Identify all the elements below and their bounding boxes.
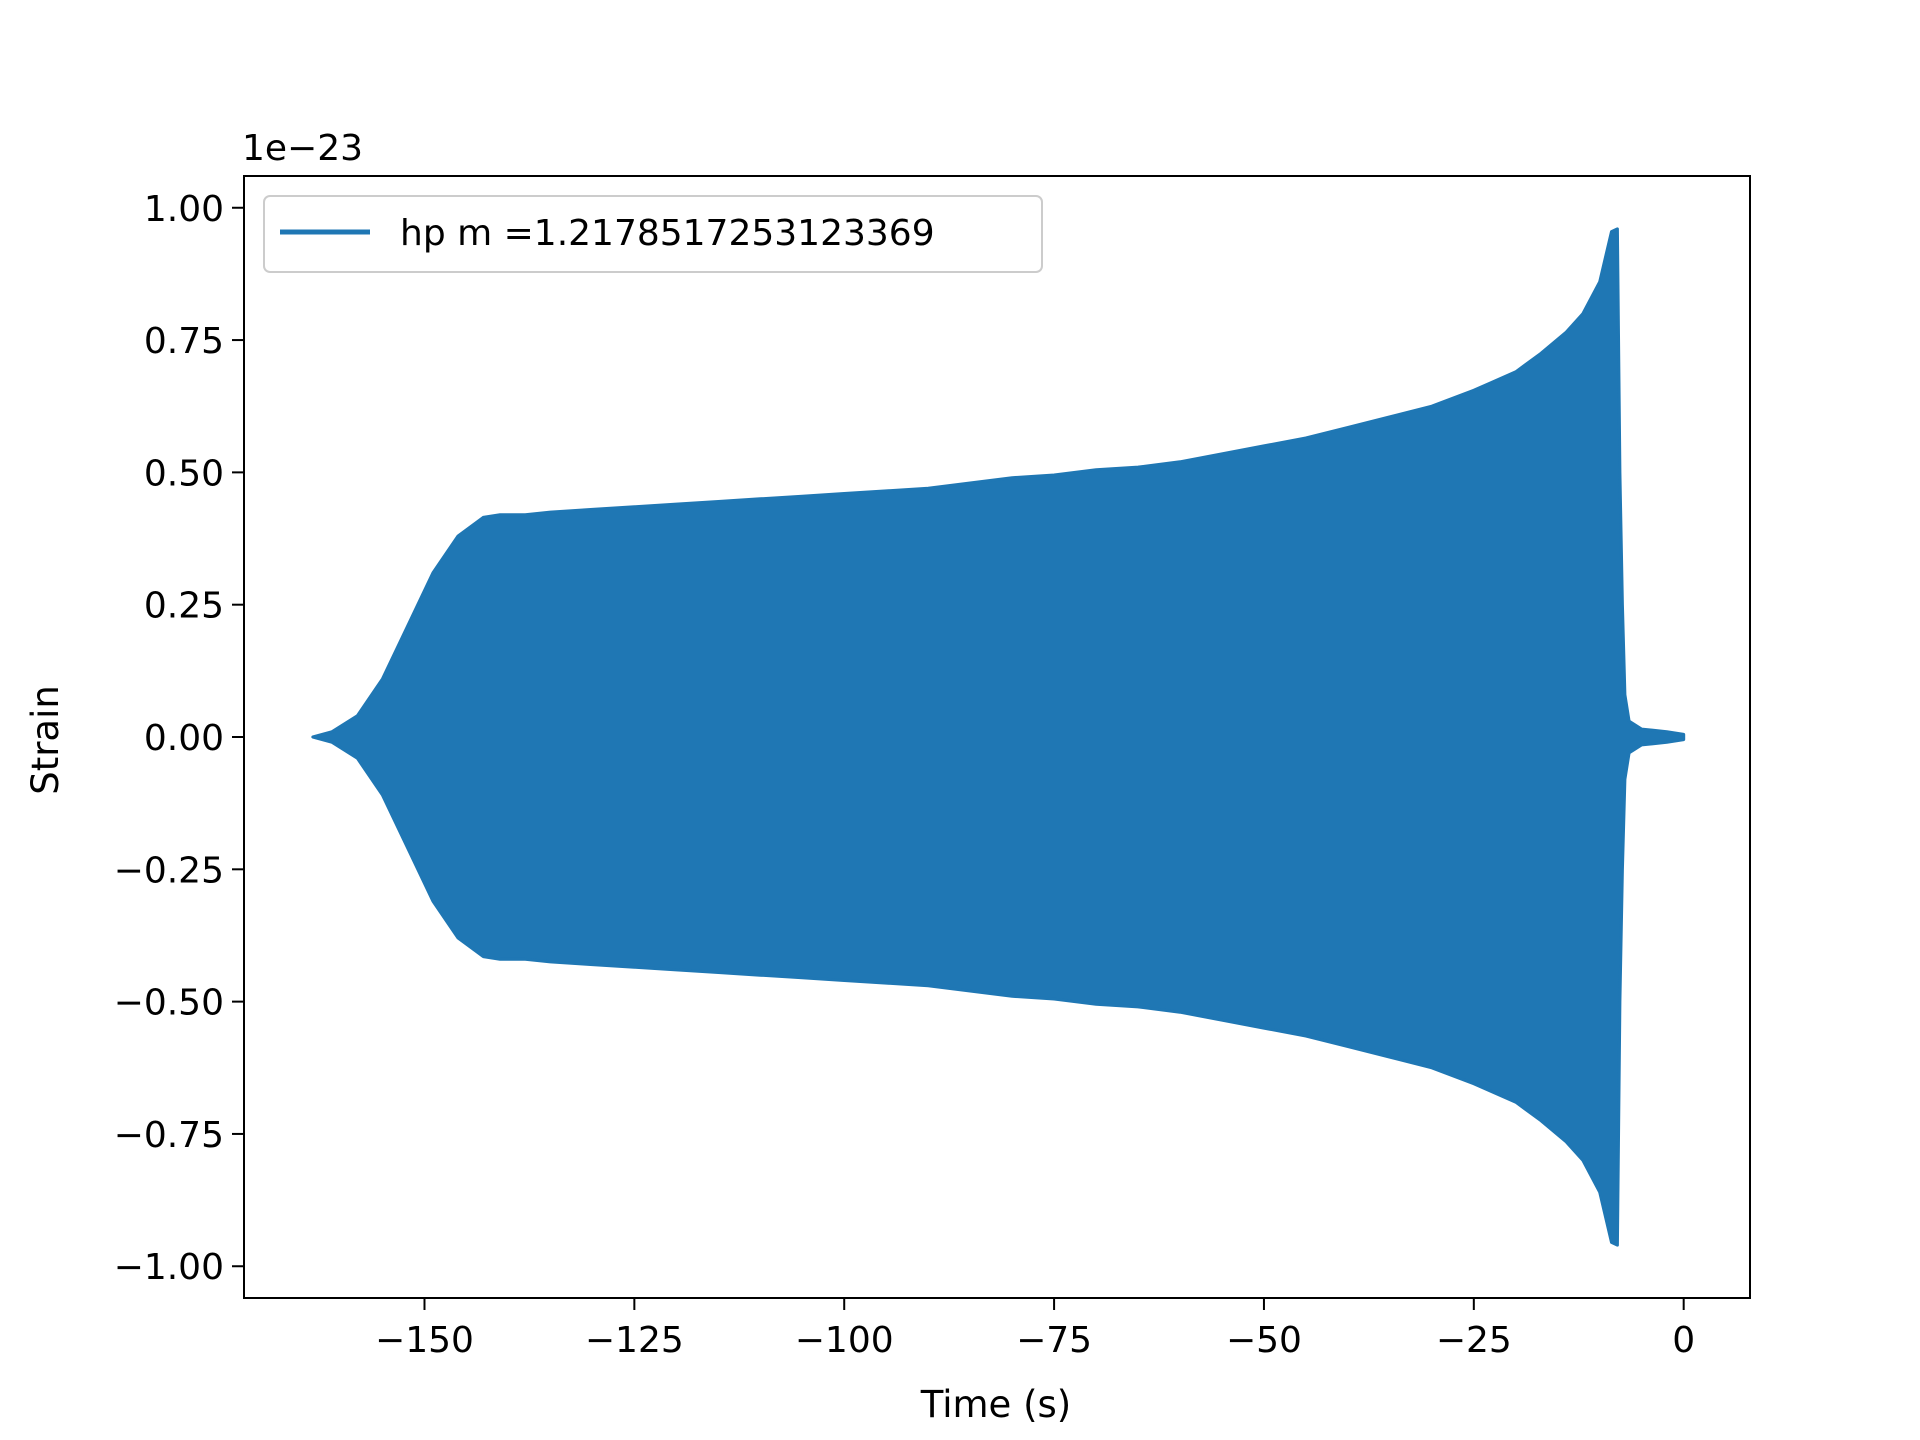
y-tick-label: −1.00 bbox=[114, 1247, 224, 1288]
x-tick-label: −50 bbox=[1226, 1320, 1302, 1361]
axes-frame bbox=[243, 175, 1751, 1299]
y-tick-label: 0.75 bbox=[144, 321, 224, 362]
x-tick-label: −75 bbox=[1016, 1320, 1092, 1361]
x-axis-label: Time (s) bbox=[920, 1383, 1071, 1426]
x-tick-label: −100 bbox=[795, 1320, 894, 1361]
x-tick-label: −125 bbox=[585, 1320, 684, 1361]
y-tick-label: −0.75 bbox=[114, 1115, 224, 1156]
x-axis: −150 −125 −100 −75 −50 −25 0 bbox=[375, 1298, 1695, 1361]
y-offset-label: 1e−23 bbox=[242, 128, 363, 169]
y-tick-label: −0.25 bbox=[114, 850, 224, 891]
series-waveform-0 bbox=[311, 227, 1686, 1247]
y-tick-label: 0.50 bbox=[144, 453, 224, 494]
y-axis: −1.00 −0.75 −0.50 −0.25 0.00 0.25 0.50 0.75 1.00 bbox=[114, 189, 244, 1288]
legend-box bbox=[263, 195, 1043, 273]
x-tick-label: 0 bbox=[1672, 1320, 1695, 1361]
y-tick-label: 0.00 bbox=[144, 718, 224, 759]
x-tick-label: −25 bbox=[1436, 1320, 1512, 1361]
y-tick-label: 1.00 bbox=[144, 189, 224, 230]
y-tick-label: 0.25 bbox=[144, 586, 224, 627]
y-tick-label: −0.50 bbox=[114, 983, 224, 1024]
legend-label: hp m =1.2178517253123369 bbox=[400, 213, 935, 254]
legend: hp m =1.2178517253123369 bbox=[263, 195, 1043, 273]
y-axis-label: Strain bbox=[24, 685, 67, 795]
plot-area bbox=[311, 227, 1686, 1247]
x-tick-label: −150 bbox=[375, 1320, 474, 1361]
